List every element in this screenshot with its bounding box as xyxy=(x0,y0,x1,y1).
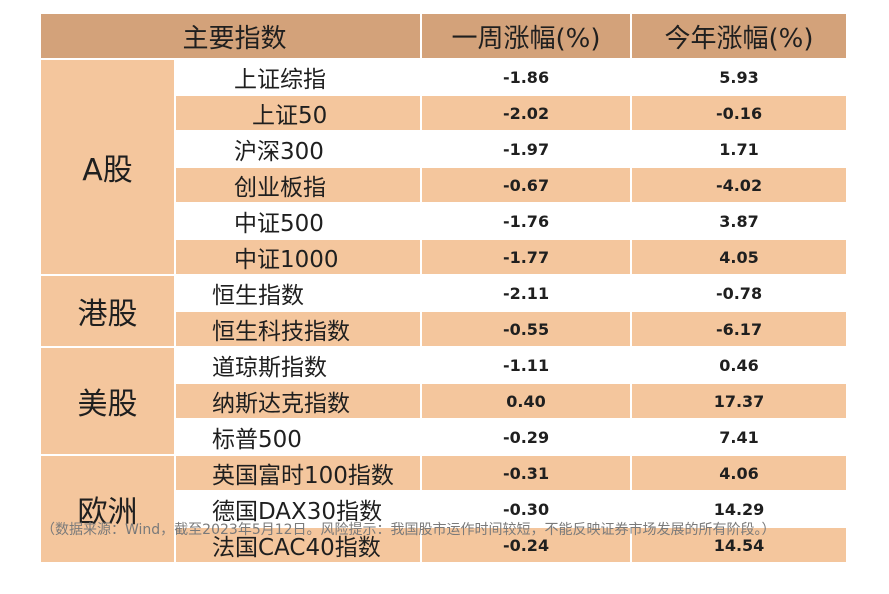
index-name: 创业板指 xyxy=(234,175,326,201)
region-label: A股 xyxy=(82,153,133,188)
index-name-cell: 标普500 xyxy=(175,419,423,456)
ytd-change-cell: 1.71 xyxy=(631,131,847,168)
table-row: 港股 恒生指数 -2.11 -0.78 xyxy=(41,275,847,348)
index-name: 沪深300 xyxy=(234,139,324,165)
header-ytd-label: 今年涨幅(%) xyxy=(664,23,814,54)
index-name-cell: 道琼斯指数 xyxy=(175,347,423,384)
ytd-change-cell: -0.16 xyxy=(631,95,847,132)
index-name: 英国富时100指数 xyxy=(212,463,394,489)
index-name-cell: 恒生科技指数 xyxy=(175,311,423,348)
week-change-cell: -0.67 xyxy=(421,167,633,204)
region-cell: 港股 xyxy=(41,275,176,348)
table-row: 欧洲 英国富时100指数 -0.31 4.06 xyxy=(41,455,847,564)
index-name: 恒生指数 xyxy=(212,283,304,309)
index-name-cell: 恒生指数 xyxy=(175,275,423,312)
ytd-change-cell: 17.37 xyxy=(631,383,847,420)
header-week-change: 一周涨幅(%) xyxy=(421,14,633,60)
ytd-change-cell: -0.78 xyxy=(631,275,847,312)
table-row: 纳斯达克指数 0.40 17.37 xyxy=(41,383,847,420)
week-change-cell: -1.86 xyxy=(421,59,633,96)
index-name-cell: 德国DAX30指数 xyxy=(175,491,423,528)
table-header-row: 主要指数 一周涨幅(%) 今年涨幅(%) xyxy=(41,14,847,60)
index-name: 纳斯达克指数 xyxy=(212,391,350,417)
week-change-cell: -2.02 xyxy=(421,95,633,132)
header-index: 主要指数 xyxy=(41,14,423,60)
table-row: 美股 道琼斯指数 -1.11 0.46 xyxy=(41,347,847,456)
table-row: 恒生科技指数 -0.55 -6.17 xyxy=(41,311,847,348)
week-change-cell: -0.30 xyxy=(421,491,633,528)
week-change-cell: -0.31 xyxy=(421,455,633,492)
index-name: 中证500 xyxy=(234,211,324,237)
index-name-cell: 中证1000 xyxy=(175,239,423,276)
week-change-cell: -1.97 xyxy=(421,131,633,168)
region-label: 美股 xyxy=(77,387,138,422)
week-change-cell: -1.77 xyxy=(421,239,633,276)
ytd-change-cell: 5.93 xyxy=(631,59,847,96)
index-name: 上证50 xyxy=(252,103,328,129)
week-change-cell: -0.55 xyxy=(421,311,633,348)
week-change-cell: -0.24 xyxy=(421,527,633,564)
index-name: 法国CAC40指数 xyxy=(212,535,381,561)
index-name: 上证综指 xyxy=(234,67,326,93)
index-name-cell: 纳斯达克指数 xyxy=(175,383,423,420)
index-name: 恒生科技指数 xyxy=(212,319,350,345)
table-row: 标普500 -0.29 7.41 xyxy=(41,419,847,456)
index-name-cell: 英国富时100指数 xyxy=(175,455,423,492)
header-week-label: 一周涨幅(%) xyxy=(451,23,601,54)
region-label: 港股 xyxy=(77,297,138,332)
ytd-change-cell: 14.29 xyxy=(631,491,847,528)
ytd-change-cell: 4.06 xyxy=(631,455,847,492)
ytd-change-cell: 4.05 xyxy=(631,239,847,276)
ytd-change-cell: 7.41 xyxy=(631,419,847,456)
region-label: 欧洲 xyxy=(77,495,138,530)
table-row: 中证1000 -1.77 4.05 xyxy=(41,239,847,276)
index-name-cell: 中证500 xyxy=(175,203,423,240)
table-row: A股 上证综指 -1.86 5.93 xyxy=(41,59,847,276)
header-ytd-change: 今年涨幅(%) xyxy=(631,14,847,60)
ytd-change-cell: 14.54 xyxy=(631,527,847,564)
week-change-cell: 0.40 xyxy=(421,383,633,420)
index-performance-table: 主要指数 一周涨幅(%) 今年涨幅(%) A股 上证综指 -1.86 5.93 上证50… xyxy=(41,14,847,564)
footnote: （数据来源：Wind，截至2023年5月12日。风险提示：我国股市运作时间较短，… xyxy=(41,522,776,538)
ytd-change-cell: 3.87 xyxy=(631,203,847,240)
ytd-change-cell: 0.46 xyxy=(631,347,847,384)
week-change-cell: -0.29 xyxy=(421,419,633,456)
index-name-cell: 法国CAC40指数 xyxy=(175,527,423,564)
header-index-label: 主要指数 xyxy=(182,23,287,54)
index-name-cell: 上证50 xyxy=(175,95,423,132)
week-change-cell: -1.11 xyxy=(421,347,633,384)
index-name-cell: 沪深300 xyxy=(175,131,423,168)
table-row: 上证50 -2.02 -0.16 xyxy=(41,95,847,132)
table-row: 创业板指 -0.67 -4.02 xyxy=(41,167,847,204)
index-name: 德国DAX30指数 xyxy=(212,499,383,525)
week-change-cell: -1.76 xyxy=(421,203,633,240)
table-row: 沪深300 -1.97 1.71 xyxy=(41,131,847,168)
region-cell: A股 xyxy=(41,59,176,276)
ytd-change-cell: -4.02 xyxy=(631,167,847,204)
index-name: 标普500 xyxy=(212,427,302,453)
index-name-cell: 创业板指 xyxy=(175,167,423,204)
region-cell: 美股 xyxy=(41,347,176,456)
table-row: 德国DAX30指数 -0.30 14.29 xyxy=(41,491,847,528)
week-change-cell: -2.11 xyxy=(421,275,633,312)
index-name: 中证1000 xyxy=(234,247,339,273)
table-row: 法国CAC40指数 -0.24 14.54 xyxy=(41,527,847,564)
index-name: 道琼斯指数 xyxy=(212,355,327,381)
index-name-cell: 上证综指 xyxy=(175,59,423,96)
region-cell: 欧洲 xyxy=(41,455,176,564)
table-row: 中证500 -1.76 3.87 xyxy=(41,203,847,240)
ytd-change-cell: -6.17 xyxy=(631,311,847,348)
